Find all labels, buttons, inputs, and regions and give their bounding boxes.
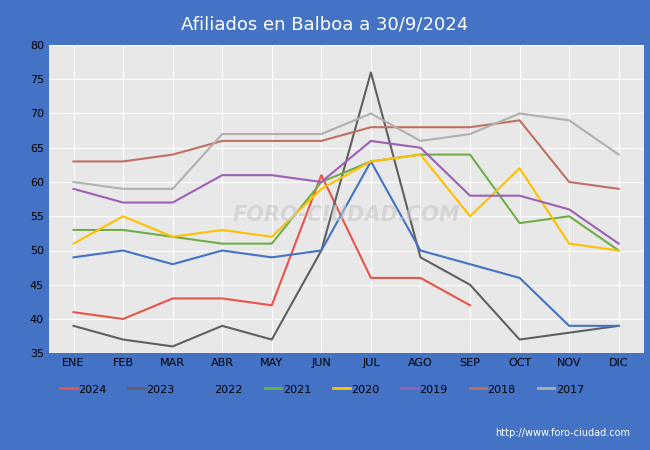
- Text: Afiliados en Balboa a 30/9/2024: Afiliados en Balboa a 30/9/2024: [181, 16, 469, 34]
- Text: 2024: 2024: [78, 385, 107, 396]
- Text: 2018: 2018: [488, 385, 515, 396]
- Text: FORO-CIUDAD.COM: FORO-CIUDAD.COM: [232, 205, 460, 225]
- Text: 2023: 2023: [146, 385, 174, 396]
- Text: http://www.foro-ciudad.com: http://www.foro-ciudad.com: [495, 428, 630, 438]
- Text: 2020: 2020: [351, 385, 379, 396]
- Text: 2022: 2022: [214, 385, 243, 396]
- Text: 2019: 2019: [419, 385, 447, 396]
- Text: 2021: 2021: [283, 385, 311, 396]
- Text: 2017: 2017: [556, 385, 584, 396]
